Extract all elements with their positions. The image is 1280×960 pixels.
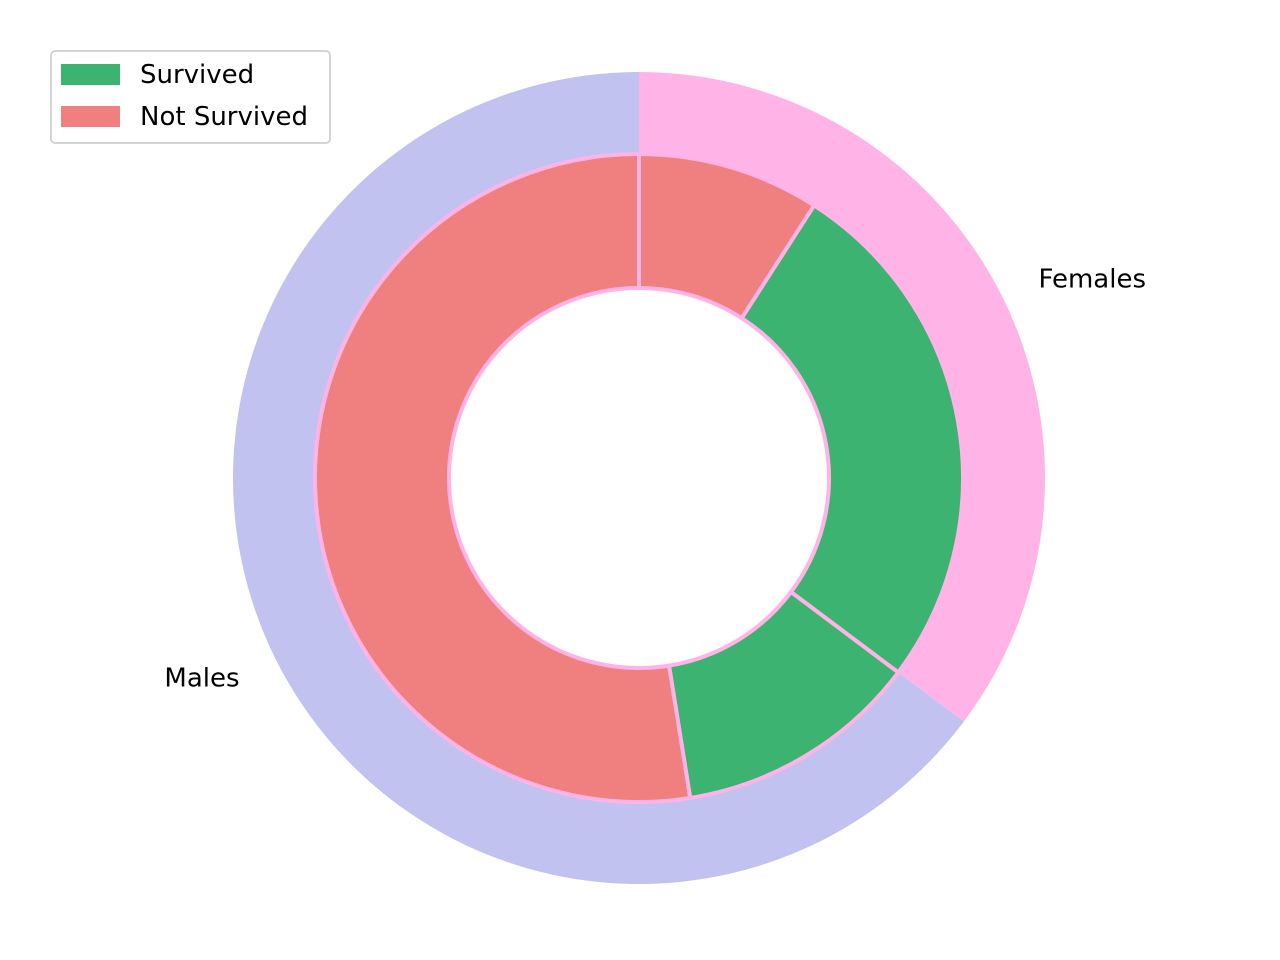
outer-ring (232, 72, 1045, 884)
inner-ring (313, 151, 965, 804)
legend-label-survived: Survived (140, 60, 254, 90)
outer-slice-females (639, 72, 1045, 722)
legend-swatch-not-survived (61, 106, 120, 127)
legend-swatch-survived (61, 64, 120, 85)
legend-frame (50, 50, 331, 144)
outer-label-females: Females (1038, 264, 1146, 294)
outer-labels: Females Males (164, 264, 1146, 693)
legend: Survived Not Survived (50, 50, 331, 144)
inner-slice-males-not-survived (313, 151, 693, 804)
legend-label-not-survived: Not Survived (140, 102, 308, 132)
outer-label-males: Males (164, 664, 239, 694)
inner-slice-females-survived (738, 202, 965, 676)
